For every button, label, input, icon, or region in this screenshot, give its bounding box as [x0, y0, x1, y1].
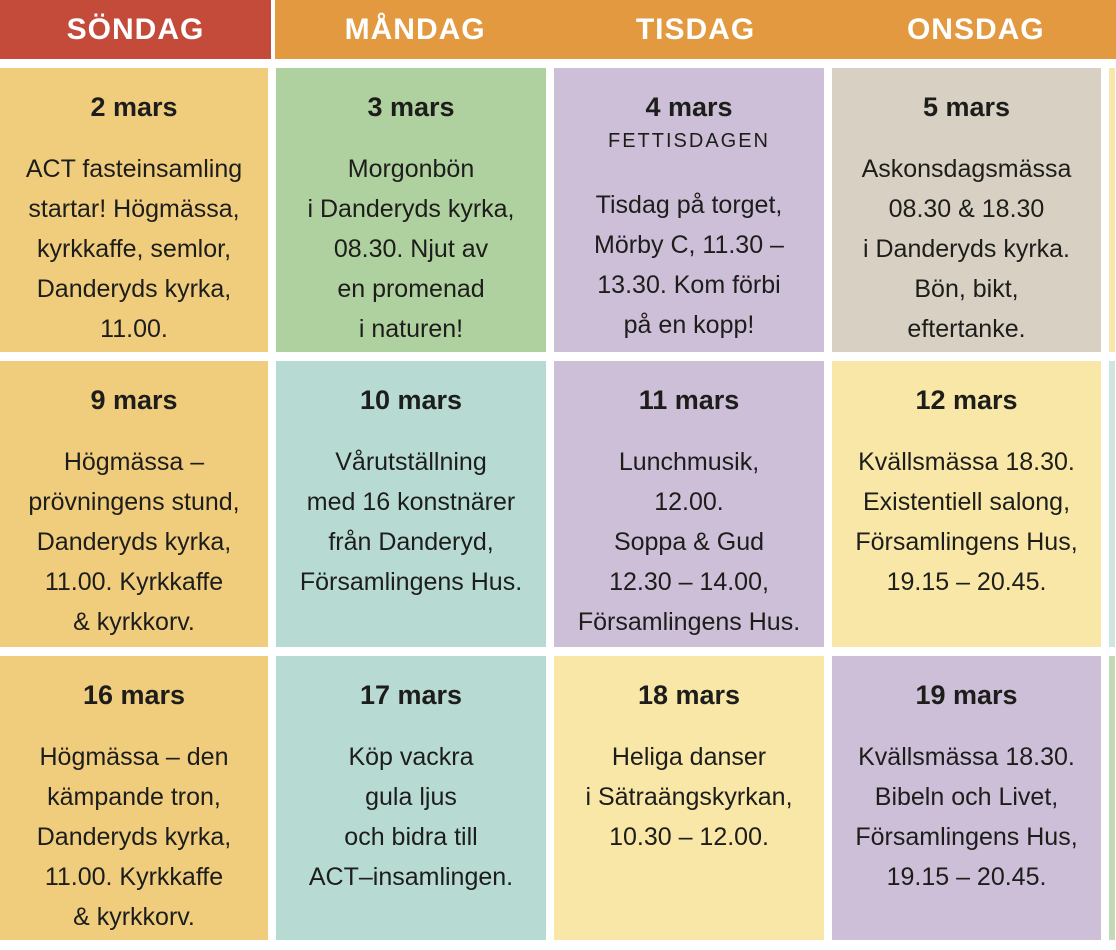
calendar-cell-18-mars: 18 mars Heliga danser i Sätraängskyrkan,…	[554, 656, 824, 940]
partial-next-column-cell	[1109, 361, 1115, 647]
cell-body: Köp vackra gula ljus och bidra till ACT–…	[308, 743, 514, 891]
cell-date: 3 mars	[367, 92, 455, 122]
weekday-label-sunday: SÖNDAG	[66, 12, 205, 46]
cell-body: Högmässa – den kämpande tron, Danderyds …	[36, 743, 232, 931]
calendar-cell-12-mars: 12 mars Kvällsmässa 18.30. Existentiell …	[832, 361, 1101, 647]
weekday-header-tuesday: TISDAG	[555, 13, 835, 47]
cell-body: Kvällsmässa 18.30. Existentiell salong, …	[855, 448, 1078, 596]
partial-next-column-cell	[1109, 656, 1115, 940]
cell-body: Morgonbön i Danderyds kyrka, 08.30. Njut…	[307, 155, 515, 343]
cell-body: Askonsdagsmässa 08.30 & 18.30 i Danderyd…	[861, 155, 1072, 343]
calendar-cell-9-mars: 9 mars Högmässa – prövningens stund, Dan…	[0, 361, 268, 647]
cell-body: Tisdag på torget, Mörby C, 11.30 – 13.30…	[594, 191, 784, 339]
cell-date: 18 mars	[637, 680, 741, 710]
weekday-header-weekdays: MÅNDAG TISDAG ONSDAG	[275, 0, 1116, 59]
partial-next-column-cell	[1109, 68, 1115, 352]
weekday-header-row: SÖNDAG MÅNDAG TISDAG ONSDAG	[0, 0, 1116, 59]
cell-body: Högmässa – prövningens stund, Danderyds …	[28, 448, 240, 636]
cell-date: 19 mars	[915, 680, 1018, 710]
cell-date: 4 mars	[645, 92, 733, 122]
weekday-label-monday: MÅNDAG	[344, 12, 486, 46]
calendar-cell-16-mars: 16 mars Högmässa – den kämpande tron, Da…	[0, 656, 268, 940]
cell-date: 5 mars	[922, 92, 1011, 122]
cell-date: 17 mars	[359, 680, 463, 710]
header-divider	[271, 0, 275, 59]
calendar-cell-10-mars: 10 mars Vårutställning med 16 konstnärer…	[276, 361, 546, 647]
calendar-grid: 2 mars ACT fasteinsamling startar! Högmä…	[0, 68, 1116, 940]
weekday-label-tuesday: TISDAG	[635, 12, 756, 46]
calendar-cell-4-mars: 4 mars FETTISDAGEN Tisdag på torget, Mör…	[554, 68, 824, 352]
calendar-cell-11-mars: 11 mars Lunchmusik, 12.00. Soppa & Gud 1…	[554, 361, 824, 647]
cell-date: 12 mars	[915, 385, 1018, 415]
calendar-cell-19-mars: 19 mars Kvällsmässa 18.30. Bibeln och Li…	[832, 656, 1101, 940]
cell-date: 11 mars	[638, 385, 740, 415]
calendar-cell-3-mars: 3 mars Morgonbön i Danderyds kyrka, 08.3…	[276, 68, 546, 352]
cell-date: 16 mars	[82, 680, 186, 710]
cell-body: Heliga danser i Sätraängskyrkan, 10.30 –…	[585, 743, 793, 851]
calendar-cell-5-mars: 5 mars Askonsdagsmässa 08.30 & 18.30 i D…	[832, 68, 1101, 352]
cell-body: Kvällsmässa 18.30. Bibeln och Livet, För…	[855, 743, 1078, 891]
weekday-label-wednesday: ONSDAG	[906, 12, 1045, 46]
weekday-header-wednesday: ONSDAG	[836, 13, 1116, 47]
calendar-cell-17-mars: 17 mars Köp vackra gula ljus och bidra t…	[276, 656, 546, 940]
cell-date: 2 mars	[90, 92, 178, 122]
cell-subtitle: FETTISDAGEN	[607, 130, 770, 152]
cell-body: ACT fasteinsamling startar! Högmässa, ky…	[25, 155, 243, 343]
calendar-cell-2-mars: 2 mars ACT fasteinsamling startar! Högmä…	[0, 68, 268, 352]
cell-body: Lunchmusik, 12.00. Soppa & Gud 12.30 – 1…	[577, 448, 801, 636]
weekday-header-sunday: SÖNDAG	[0, 0, 271, 59]
cell-date: 10 mars	[359, 385, 463, 415]
cell-date: 9 mars	[90, 385, 178, 415]
weekday-header-monday: MÅNDAG	[275, 13, 555, 47]
cell-body: Vårutställning med 16 konstnärer från Da…	[299, 448, 523, 596]
